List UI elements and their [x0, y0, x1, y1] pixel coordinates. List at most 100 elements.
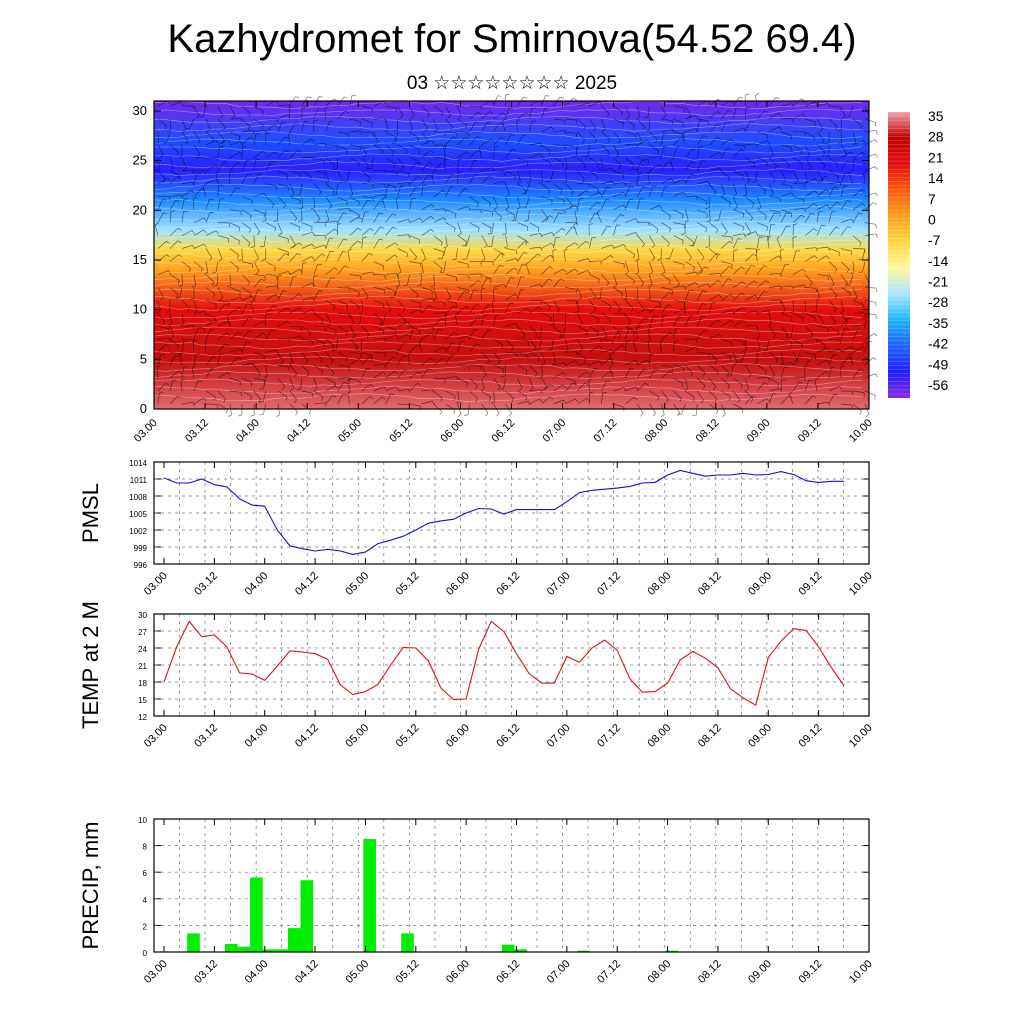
wind-barb-flag	[306, 373, 310, 377]
wind-barb-flag	[223, 126, 226, 131]
wind-barb	[301, 243, 312, 249]
wind-barb-flag	[862, 346, 866, 350]
wind-barb	[577, 325, 588, 332]
wind-barb	[577, 270, 588, 275]
wind-barb	[229, 377, 241, 383]
wind-barb	[529, 246, 541, 249]
wind-barb	[445, 174, 452, 184]
wind-barb	[720, 183, 726, 195]
page-title: Kazhydromet for Smirnova(54.52 69.4)	[167, 17, 857, 61]
wind-barb-flag	[209, 257, 213, 261]
wind-barb-flag	[203, 229, 207, 233]
wind-barb-flag	[442, 190, 447, 194]
wind-barb	[229, 105, 236, 116]
wind-barb	[864, 153, 876, 159]
wind-barb	[469, 280, 479, 288]
wind-barb-flag	[240, 211, 242, 216]
wind-barb-flag	[192, 339, 198, 342]
wind-barb-flag	[633, 298, 638, 300]
wind-barb	[457, 377, 468, 384]
wind-barb-flag	[835, 226, 840, 229]
wind-barb	[732, 390, 741, 400]
wind-barb-flag	[349, 194, 353, 197]
wind-barb	[529, 283, 541, 288]
pmsl-ytick-label: 1011	[130, 476, 148, 485]
wind-barb-flag	[550, 126, 555, 131]
wind-barb	[637, 308, 648, 314]
wind-barb-flag	[368, 252, 373, 256]
wind-barb	[864, 341, 869, 353]
wind-barb-flag	[451, 173, 456, 176]
wind-barb	[169, 200, 176, 210]
wind-barb-flag	[875, 224, 877, 229]
wind-barb	[733, 222, 744, 228]
wind-barb	[253, 173, 260, 184]
wind-barb	[313, 264, 319, 275]
wind-barb-flag	[753, 253, 757, 257]
wind-barb-flag	[488, 202, 491, 207]
wind-barb-flag	[466, 382, 468, 387]
wind-barb-flag	[556, 309, 560, 313]
wind-barb-flag	[861, 189, 865, 193]
colorbar-label: -21	[928, 274, 948, 290]
wind-barb	[769, 209, 780, 213]
wind-barb-flag	[782, 310, 786, 314]
wind-barb	[647, 341, 650, 353]
wind-barb	[301, 352, 309, 362]
wind-barb	[565, 377, 577, 382]
wind-barb	[481, 378, 485, 389]
wind-barb	[361, 287, 369, 297]
wind-barb	[217, 332, 228, 340]
wind-barb	[166, 131, 171, 143]
wind-barb	[577, 198, 580, 210]
wind-barb-flag	[777, 383, 780, 388]
wind-barb	[781, 362, 792, 366]
wind-barb	[708, 351, 718, 361]
wind-barb	[840, 200, 848, 210]
wind-barb-flag	[393, 163, 396, 168]
wind-barb	[469, 136, 478, 146]
wind-barb-flag	[813, 228, 818, 232]
wind-barb	[589, 300, 597, 310]
wind-barb	[373, 144, 384, 152]
wind-barb	[349, 118, 361, 122]
wind-barb-flag	[183, 366, 188, 368]
wind-barb	[696, 390, 704, 401]
wind-barb-flag	[788, 391, 793, 394]
wind-barb-flag	[635, 360, 639, 364]
wind-barb	[541, 126, 552, 133]
wind-barb-flag	[512, 148, 517, 152]
pmsl-xtick-label: 09.00	[746, 570, 774, 598]
wind-barb	[553, 228, 563, 236]
wind-barb	[373, 226, 381, 236]
wind-barb-flag	[640, 283, 644, 287]
wind-barb-flag	[755, 231, 759, 235]
wind-barb	[864, 192, 876, 198]
wind-barb	[756, 280, 767, 288]
wind-barb-flag	[764, 382, 769, 385]
wind-barb	[636, 172, 640, 184]
wind-barb-flag	[589, 391, 594, 394]
wind-barb	[601, 187, 608, 197]
wind-barb	[804, 101, 816, 107]
wind-barb-flag	[742, 175, 744, 180]
wind-barb	[205, 368, 212, 379]
wind-barb	[421, 298, 433, 301]
wind-barb	[337, 196, 348, 203]
wind-barb	[828, 313, 837, 323]
wind-barb-flag	[523, 251, 528, 254]
wind-barb-flag	[379, 238, 384, 241]
wind-barb-flag	[765, 280, 770, 284]
pmsl-xtick-label: 06.00	[444, 570, 472, 598]
wind-barb	[565, 196, 573, 206]
wind-barb-flag	[715, 410, 719, 415]
wind-barb-flag	[865, 413, 870, 417]
wind-barb	[756, 196, 762, 208]
wind-barb-flag	[837, 176, 839, 181]
wind-barb-flag	[678, 316, 683, 318]
wind-barb-flag	[419, 272, 424, 275]
wind-barb	[625, 300, 634, 309]
wind-barb	[325, 377, 336, 384]
wind-barb-flag	[564, 210, 566, 215]
wind-barb	[217, 354, 221, 366]
